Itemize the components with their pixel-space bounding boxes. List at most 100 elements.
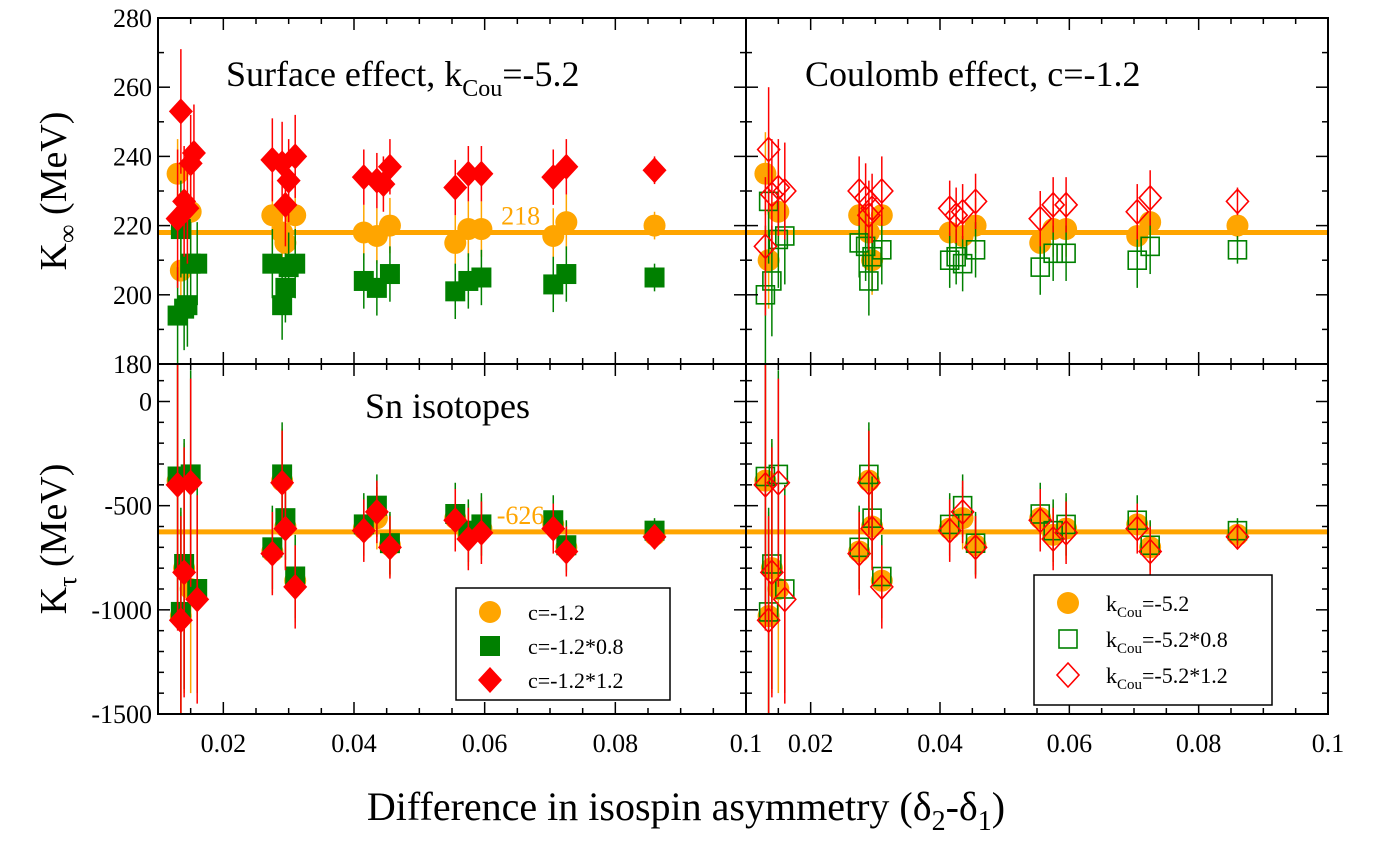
data-point [762,271,782,291]
data-point [1225,523,1250,551]
legend-label: c=-1.2*0.8 [528,634,624,659]
legend-label-main: k [1106,627,1117,652]
data-point [168,607,193,634]
data-point [273,515,298,542]
series-top-left-2 [165,49,667,288]
data-point [1028,507,1053,534]
data-point [1226,214,1249,237]
data-point [944,202,969,229]
xlabel-main: Difference in isospin asymmetry (δ [367,784,932,829]
x-tick-label: 0.04 [917,729,963,758]
data-point [860,515,885,542]
data-point [855,236,876,257]
data-point [470,218,493,241]
data-point [181,139,206,166]
data-point [168,98,193,125]
annotation-main: Surface effect, k [226,54,462,94]
series-top-right-0 [754,132,1249,309]
ylabel-tail: (MeV) [33,112,75,225]
xlabel-sub1: 1 [978,806,992,837]
data-point [471,267,492,288]
data-point [175,195,200,222]
data-point [177,295,198,316]
x-axis-label: Difference in isospin asymmetry (δ2-δ1) [367,784,1005,837]
data-point [759,181,784,208]
data-point [1054,519,1079,546]
legend-label: kCou=-5.2*0.8 [1106,627,1228,657]
xlabel-close: ) [992,784,1005,829]
legend-marker [1055,661,1081,689]
data-point [273,191,298,218]
panel-annotation: Coulomb effect, c=-1.2 [805,54,1141,94]
data-point [772,177,797,205]
data-point [946,246,966,267]
data-point [859,271,879,291]
data-point [753,233,778,260]
data-point [185,586,210,613]
data-point [261,204,284,227]
data-point [283,143,308,170]
y-tick-label: -1000 [91,596,152,625]
y-tick-label: -500 [104,492,152,521]
annotation-main: Coulomb effect, c=-1.2 [805,54,1141,94]
data-point [351,517,376,544]
reference-label: -626 [497,501,545,530]
plot-area-bottom-left [158,364,746,714]
data-point [443,507,468,534]
data-point [856,202,881,229]
data-point [469,160,494,187]
data-point [756,607,781,634]
data-point [871,240,892,260]
annotation-tail: =-5.2 [502,54,579,94]
legend-label-sub: Cou [1117,641,1143,657]
data-point [377,153,402,180]
legend-label: kCou=-5.2*1.2 [1106,663,1228,693]
data-point [766,469,791,496]
ylabel-sub: τ [53,577,82,587]
xlabel-dash: -δ [946,784,978,829]
data-point [178,469,203,496]
data-point [847,540,872,567]
data-point [937,517,962,544]
data-point [754,162,777,185]
panel-annotation: Sn isotopes [365,386,530,426]
data-point [860,195,885,222]
data-point [1140,236,1160,257]
legend-label: kCou=-5.2 [1106,591,1189,621]
data-point [469,519,494,546]
data-point [272,295,293,316]
y-tick-label: 260 [113,73,152,102]
data-point [1041,191,1066,219]
series-bottom-right-2 [753,364,1250,714]
data-point [1225,188,1250,215]
ylabel-sub: ∞ [53,224,82,243]
data-point [443,174,468,201]
plot-area-bottom-right [746,364,1328,714]
data-point [963,188,988,215]
y-tick-label: 0 [139,388,152,417]
series-top-left-1 [167,180,665,364]
data-point [555,211,578,234]
data-point [644,267,665,288]
data-point [554,153,579,180]
data-point [869,573,894,601]
x-tick-label: 0.04 [331,729,377,758]
data-point [1041,525,1066,553]
legend: c=-1.2 c=-1.2*0.8 c=-1.2*1.2 [455,587,671,701]
xlabel-sub2: 2 [932,806,946,837]
data-point [1028,205,1053,232]
ylabel-main: K [33,242,75,270]
data-point [187,253,208,274]
data-point [759,559,784,586]
data-point [1127,250,1148,270]
data-point [963,534,988,561]
y-tick-label: -1500 [91,700,152,729]
data-point [869,177,894,205]
legend-label: c=-1.2*1.2 [528,668,624,693]
data-point [283,573,308,600]
data-point [1043,243,1063,264]
reference-label: 218 [501,202,540,231]
data-point [643,214,666,237]
